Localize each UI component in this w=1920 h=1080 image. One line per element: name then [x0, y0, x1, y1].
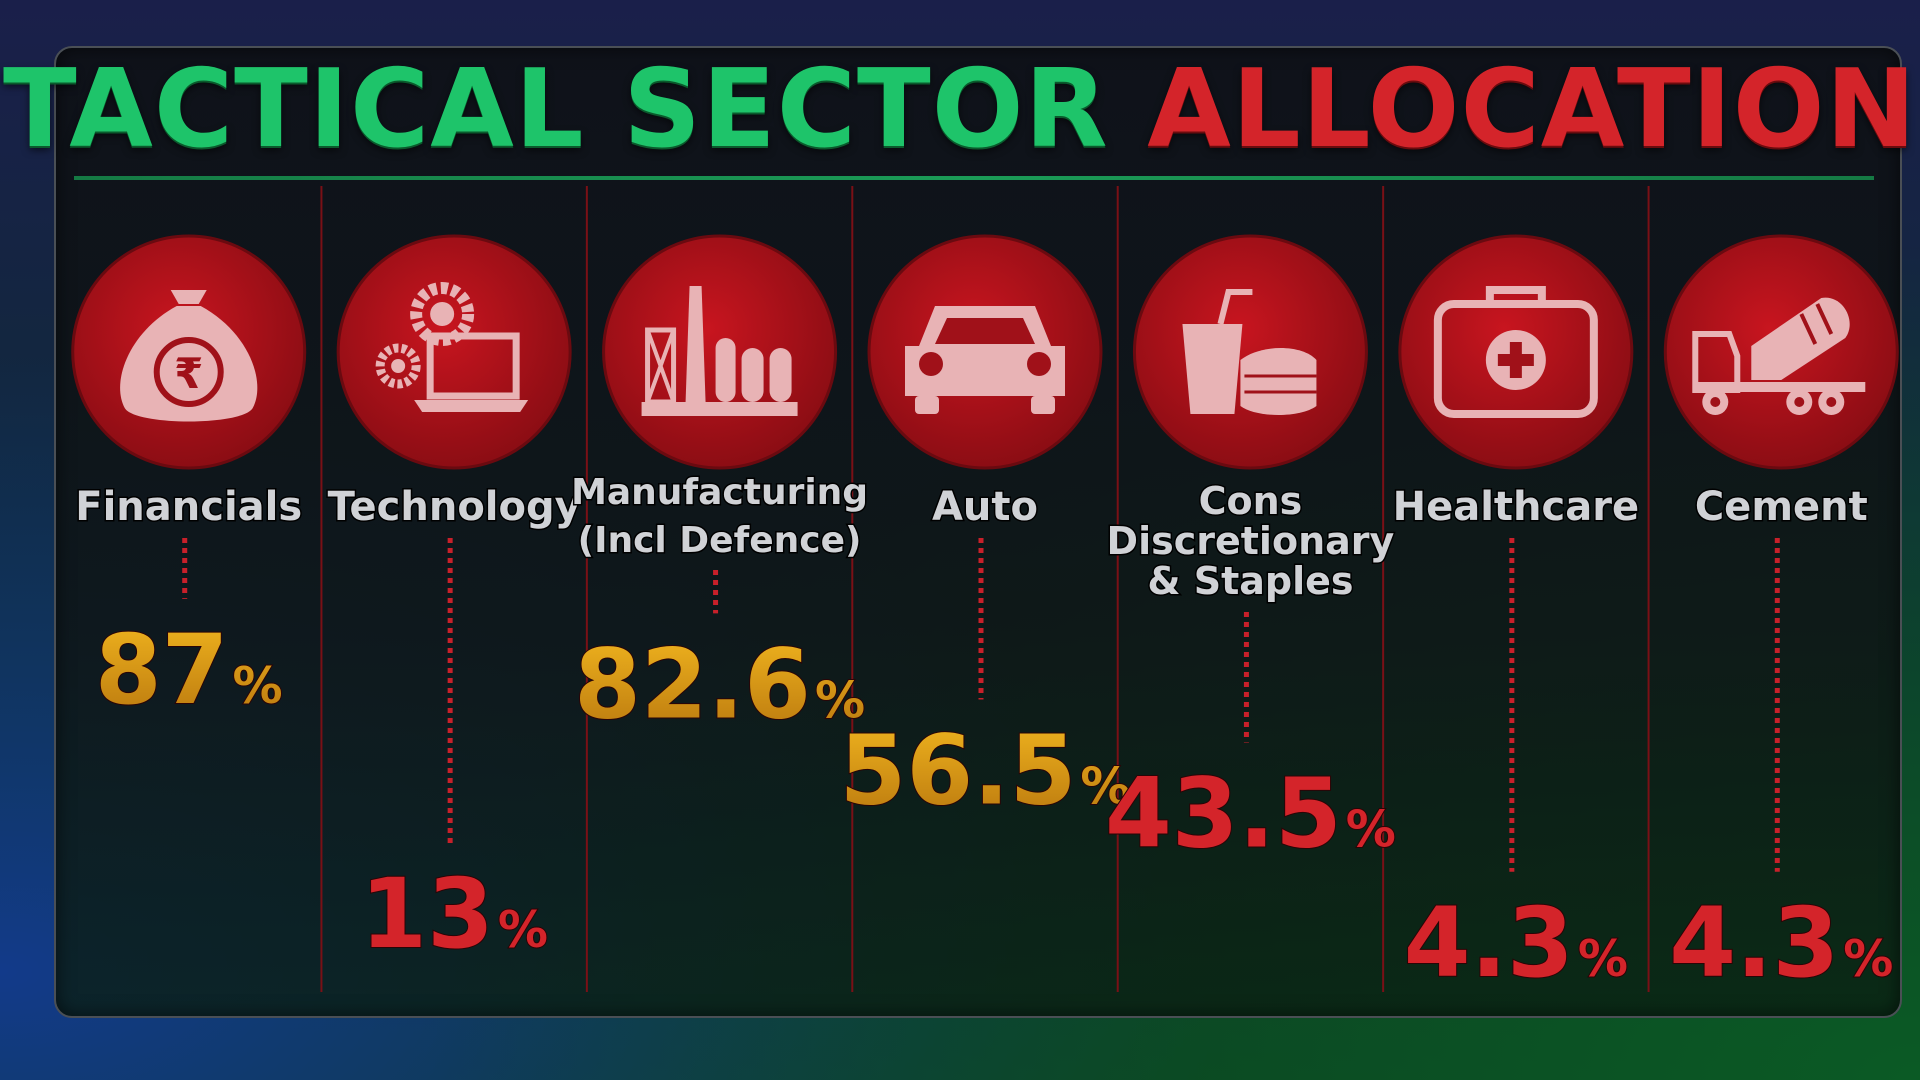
money-bag-icon: ₹: [71, 234, 307, 470]
sector-column: Auto 56.5%: [839, 186, 1131, 992]
value-label: 87%: [95, 614, 283, 726]
first-aid-kit-icon: [1398, 234, 1634, 470]
factory-icon: [602, 234, 838, 470]
food-drink-icon: [1132, 234, 1368, 470]
sector-column: Healthcare 4.3%: [1391, 186, 1650, 1000]
chart-panel: [54, 46, 1902, 1018]
sector-column: ₹ Financials 87%: [71, 186, 323, 992]
sector-column: Cement 4.3%: [1663, 234, 1899, 1000]
category-label: Technology: [328, 484, 581, 530]
category-label: Financials: [75, 484, 302, 530]
category-label: Healthcare: [1393, 484, 1639, 530]
value-label: 13%: [360, 858, 548, 970]
car-icon: [867, 234, 1103, 470]
page-title: TACTICAL SECTOR ALLOCATION: [0, 50, 1920, 170]
category-label: Manufacturing: [571, 472, 868, 513]
value-label: 43.5%: [1105, 757, 1396, 869]
category-label: & Staples: [1147, 559, 1353, 603]
title-part-1: TACTICAL SECTOR: [2, 47, 1148, 172]
title-underline: [74, 176, 1874, 180]
sector-column: Manufacturing (Incl Defence) 82.6%: [570, 186, 870, 992]
category-label: Discretionary: [1107, 519, 1395, 563]
value-label: 4.3%: [1404, 887, 1628, 999]
category-label: Cons: [1199, 479, 1303, 523]
value-label: 4.3%: [1669, 887, 1893, 999]
value-label: 56.5%: [840, 715, 1131, 827]
value-label: 82.6%: [574, 628, 865, 740]
category-label: (Incl Defence): [578, 520, 862, 561]
gears-laptop-icon: [336, 234, 572, 470]
category-label: Auto: [932, 484, 1038, 530]
category-label: Cement: [1695, 484, 1868, 530]
svg-text:₹: ₹: [174, 349, 203, 398]
sector-column: Technology 13%: [326, 186, 588, 992]
title-part-2: ALLOCATION: [1147, 47, 1917, 172]
cement-mixer-icon: [1663, 234, 1899, 470]
